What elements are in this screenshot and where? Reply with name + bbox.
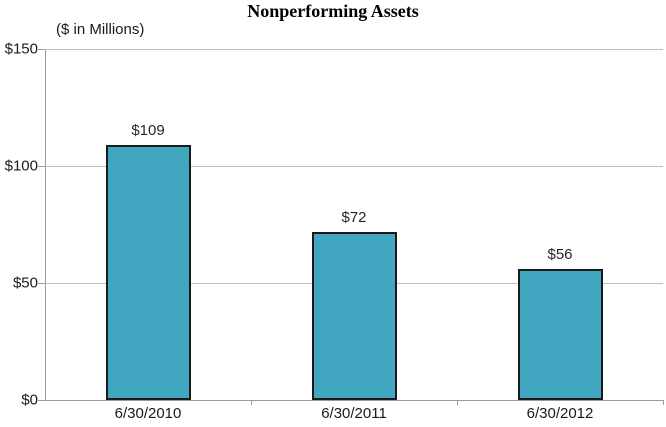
bar-value-label: $72 <box>341 208 367 226</box>
y-axis-tick <box>38 283 45 284</box>
y-axis-tick-label: $0 <box>21 391 38 409</box>
bar-6/30/2012 <box>517 268 603 400</box>
x-axis-label: 6/30/2012 <box>526 405 594 422</box>
chart-title: Nonperforming Assets <box>247 1 419 21</box>
bar-value-label: $56 <box>547 245 573 263</box>
y-axis-tick <box>38 166 45 167</box>
y-axis-tick-label: $100 <box>4 157 38 175</box>
bar-value-label: $109 <box>131 121 165 139</box>
bar-6/30/2010 <box>105 144 191 400</box>
gridline <box>45 49 663 50</box>
gridline <box>45 166 663 167</box>
x-axis-tick <box>251 400 252 405</box>
y-axis-tick-label: $150 <box>4 40 38 58</box>
bar-6/30/2011 <box>311 231 397 400</box>
x-axis-line <box>45 400 663 401</box>
y-axis-tick <box>38 49 45 50</box>
x-axis-tick <box>457 400 458 405</box>
y-axis-line <box>45 49 46 401</box>
y-axis-tick <box>38 400 45 401</box>
y-axis-tick-label: $50 <box>12 274 38 292</box>
x-axis-label: 6/30/2011 <box>321 405 387 422</box>
x-axis-label: 6/30/2010 <box>114 405 182 422</box>
x-axis-tick <box>663 400 664 405</box>
chart-units-label: ($ in Millions) <box>56 21 145 38</box>
